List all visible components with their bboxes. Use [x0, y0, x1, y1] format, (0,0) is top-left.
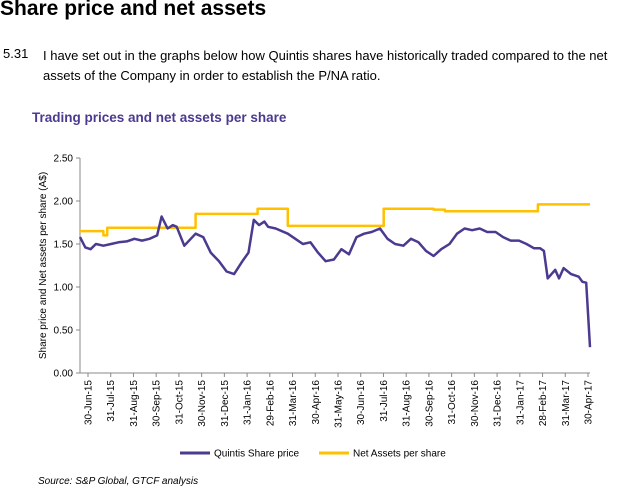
x-tick-label: 30-Apr-16: [311, 380, 322, 425]
x-tick-label: 29-Feb-16: [265, 380, 276, 427]
x-tick-label: 30-Nov-15: [197, 380, 208, 427]
chart-axes: [79, 158, 590, 374]
x-tick-label: 31-Jan-17: [515, 380, 526, 425]
paragraph-number: 5.31: [3, 46, 29, 61]
chart-title: Trading prices and net assets per share: [32, 110, 287, 125]
y-tick-label: 0.50: [54, 326, 74, 337]
chart-legend: Quintis Share price Net Assets per share: [180, 449, 446, 460]
y-tick-label: 1.00: [54, 283, 74, 294]
y-tick-label: 2.50: [54, 154, 74, 165]
x-tick-label: 31-Mar-16: [288, 380, 299, 427]
x-tick-label: 31-Jan-16: [243, 380, 254, 425]
x-tick-label: 31-Jul-16: [379, 380, 390, 422]
legend-label-net-assets: Net Assets per share: [353, 449, 446, 460]
x-tick-label: 31-Jul-15: [106, 380, 117, 422]
x-tick-label: 30-Apr-17: [584, 380, 595, 425]
x-tick-label: 31-Oct-15: [174, 380, 185, 425]
y-tick-label: 1.50: [54, 240, 74, 251]
x-tick-label: 31-Oct-16: [447, 380, 458, 425]
x-tick-label: 30-Sep-15: [152, 380, 163, 427]
x-tick-label: 31-Dec-16: [493, 380, 504, 427]
x-tick-label: 30-Sep-16: [424, 380, 435, 427]
y-axis-ticks: 0.00 0.50 1.00 1.50 2.00 2.50: [54, 154, 80, 380]
source-note: Source: S&P Global, GTCF analysis: [38, 476, 199, 487]
series-line-net-assets: [80, 203, 590, 237]
chart-series: [78, 203, 592, 348]
x-tick-label: 31-May-16: [334, 380, 345, 428]
series-line-share-price: [78, 215, 592, 348]
x-tick-label: 31-Aug-16: [402, 380, 413, 427]
x-tick-label: 31-Dec-15: [220, 380, 231, 427]
y-tick-label: 2.00: [54, 197, 74, 208]
y-tick-label: 0.00: [54, 369, 74, 380]
x-axis-ticks: 30-Jun-15 31-Jul-15 31-Aug-15 30-Sep-15 31-O…: [84, 373, 595, 428]
x-tick-label: 31-Aug-15: [129, 380, 140, 427]
section-heading: Share price and net assets: [0, 0, 267, 20]
x-tick-label: 30-Jun-16: [356, 380, 367, 425]
x-tick-label: 28-Feb-17: [538, 380, 549, 427]
paragraph-text: I have set out in the graphs below how Q…: [43, 48, 608, 83]
x-tick-label: 30-Nov-16: [470, 380, 481, 427]
legend-label-share-price: Quintis Share price: [214, 449, 299, 460]
x-tick-label: 31-Mar-17: [561, 380, 572, 427]
x-tick-label: 30-Jun-15: [84, 380, 95, 425]
y-axis-label: Share price and Net assets per share (A$…: [38, 172, 49, 359]
